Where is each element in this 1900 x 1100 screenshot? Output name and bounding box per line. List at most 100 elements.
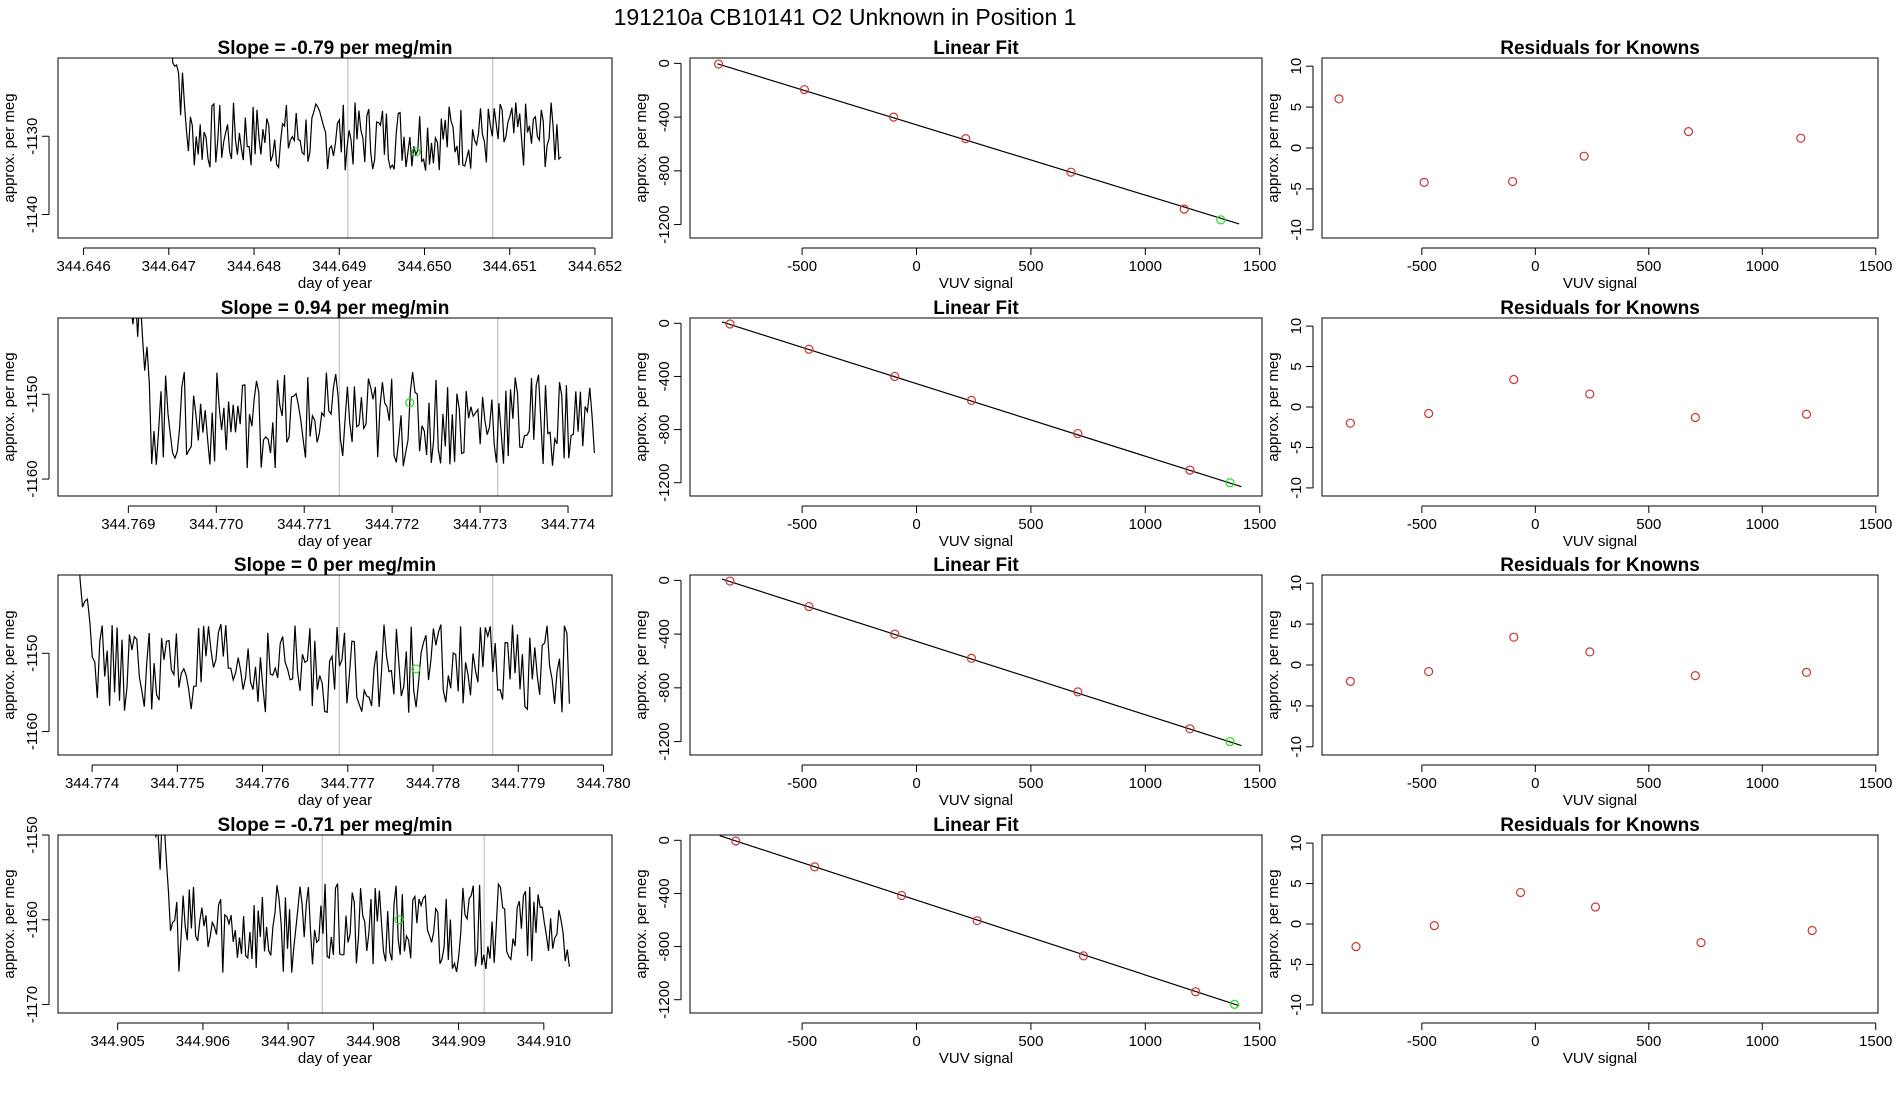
data-point	[804, 601, 814, 612]
data-point	[1066, 167, 1076, 177]
x-tick-label: 1500	[1243, 258, 1276, 275]
y-tick-label: -1200	[656, 722, 673, 760]
data-point	[1807, 925, 1817, 936]
data-point	[1509, 632, 1519, 642]
plot-frame	[689, 574, 1263, 756]
data-point	[1796, 133, 1806, 143]
data-point	[1590, 902, 1601, 912]
x-tick-label: 1000	[1746, 1033, 1779, 1050]
x-tick-label: 1000	[1746, 775, 1779, 792]
x-tick-label: 344.649	[312, 258, 366, 275]
fit-line	[717, 63, 1240, 225]
x-tick-label: -500	[1407, 775, 1437, 792]
y-tick-label: 0	[1288, 920, 1305, 928]
data-point	[1179, 204, 1189, 214]
plot-area	[1345, 374, 1812, 428]
y-axis-label: approx. per meg	[1, 93, 18, 202]
x-tick-label: 1000	[1746, 258, 1779, 275]
x-tick-label: 500	[1636, 258, 1661, 275]
x-tick-label: 344.779	[491, 775, 545, 792]
unknown-marker	[1216, 215, 1226, 225]
y-tick-label: 0	[656, 319, 673, 327]
data-point	[890, 371, 900, 382]
x-tick-label: 344.906	[176, 1033, 230, 1050]
panel-r2-linfit: Linear Fit -500 0 500 1000 1500 VUV signal 0 -40…	[633, 298, 1276, 550]
y-tick-label: -10	[1288, 994, 1305, 1016]
x-tick-label: 1000	[1746, 516, 1779, 533]
plot-area	[721, 319, 1242, 488]
x-tick-label: 500	[1018, 1033, 1043, 1050]
x-tick-label: 344.907	[261, 1033, 315, 1050]
y-tick-label: 10	[1288, 318, 1305, 335]
x-tick-label: 500	[1018, 516, 1043, 533]
panel-title: Slope = -0.79 per meg/min	[218, 38, 453, 59]
x-tick-label: -500	[787, 516, 817, 533]
x-tick-label: 344.910	[517, 1033, 571, 1050]
x-tick-label: 344.648	[227, 258, 281, 275]
signal-trace	[131, 318, 595, 469]
y-tick-label: -400	[656, 361, 673, 391]
x-tick-label: 0	[1531, 775, 1539, 792]
y-axis-label: approx. per meg	[1265, 352, 1282, 461]
x-tick-label: 344.651	[483, 258, 537, 275]
x-tick-label: 1500	[1859, 1033, 1892, 1050]
y-tick-label: -1130	[24, 118, 41, 155]
data-point	[961, 133, 971, 144]
data-point	[1515, 887, 1526, 898]
x-tick-label: 500	[1636, 1033, 1661, 1050]
panel-title: Residuals for Knowns	[1500, 555, 1700, 576]
data-point	[725, 319, 735, 329]
panel-title: Residuals for Knowns	[1500, 815, 1700, 836]
plot-area	[1334, 94, 1806, 187]
x-tick-label: 0	[912, 516, 920, 533]
plot-frame	[57, 57, 613, 239]
signal-trace	[155, 835, 570, 973]
y-axis-label: approx. per meg	[633, 93, 650, 202]
data-point	[966, 395, 977, 405]
x-axis-label: VUV signal	[939, 792, 1013, 809]
y-tick-label: -800	[656, 156, 673, 186]
unknown-marker	[411, 664, 421, 674]
x-tick-label: 344.778	[406, 775, 460, 792]
plot-area	[131, 318, 595, 496]
data-point	[1334, 94, 1344, 104]
data-point	[725, 576, 735, 586]
x-tick-label: 1500	[1859, 258, 1892, 275]
unknown-marker	[1225, 478, 1235, 488]
x-axis-label: VUV signal	[939, 1050, 1013, 1067]
panel-r3-residuals: Residuals for Knowns -500 0 500 1000 1500 VUV …	[1265, 555, 1892, 809]
y-axis-label: approx. per meg	[1, 352, 18, 461]
x-tick-label: 500	[1018, 775, 1043, 792]
data-point	[1690, 671, 1700, 681]
y-tick-label: -800	[656, 673, 673, 703]
panel-title: Residuals for Knowns	[1500, 38, 1700, 59]
x-axis-label: day of year	[298, 275, 372, 292]
y-tick-label: -1140	[24, 196, 41, 233]
x-tick-label: 344.773	[453, 516, 507, 533]
x-tick-label: 1500	[1859, 516, 1892, 533]
x-tick-label: 500	[1018, 258, 1043, 275]
panel-r2-trace: Slope = 0.94 per meg/min 344.769 344.770 34…	[1, 298, 613, 550]
y-tick-label: 5	[1288, 103, 1305, 111]
y-tick-label: 5	[1288, 620, 1305, 628]
panel-r4-residuals: Residuals for Knowns -500 0 500 1000 1500 VUV …	[1265, 815, 1892, 1067]
panel-r1-residuals: Residuals for Knowns -500 0 500 1000 1500 VUV …	[1265, 38, 1892, 292]
data-point	[1185, 465, 1195, 475]
data-point	[890, 629, 900, 639]
x-tick-label: 1500	[1859, 775, 1892, 792]
x-axis-label: VUV signal	[1563, 275, 1637, 292]
y-tick-label: 0	[656, 59, 673, 67]
data-point	[1078, 951, 1089, 961]
x-tick-label: 1000	[1129, 258, 1162, 275]
x-axis-label: VUV signal	[939, 533, 1013, 550]
x-tick-label: 500	[1636, 516, 1661, 533]
x-tick-label: 1500	[1243, 1033, 1276, 1050]
data-point	[1690, 412, 1700, 423]
x-axis-label: VUV signal	[1563, 1050, 1637, 1067]
y-axis-label: approx. per meg	[633, 610, 650, 719]
plot-area	[1351, 887, 1817, 952]
data-point	[731, 836, 741, 846]
panel-r1-linfit: Linear Fit -500 0 500 1000 1500 VUV signal 0 -40…	[633, 38, 1276, 292]
data-point	[1579, 151, 1589, 161]
x-tick-label: 1000	[1129, 775, 1162, 792]
